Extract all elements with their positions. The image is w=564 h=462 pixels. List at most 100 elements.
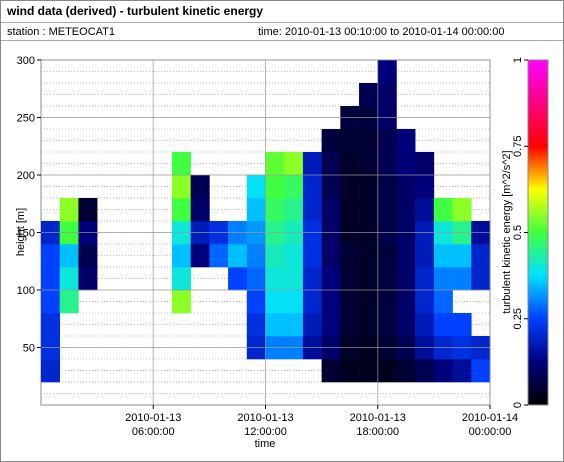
heat-cell [41,313,61,337]
heat-cell [284,244,304,268]
heat-cell [59,267,79,291]
heat-cell [265,244,285,268]
heat-cell [321,129,341,153]
heat-cell [452,359,472,383]
heat-cell [284,198,304,222]
heat-cell [171,198,191,222]
heat-cell [377,359,397,383]
heat-cell [415,267,435,291]
heat-cell [359,267,379,291]
heat-cell [284,175,304,199]
heat-cell [340,313,360,337]
heat-cell [302,152,322,176]
colorbar-label: turbulent kinetic energy [m^2/s^2] [501,150,513,313]
heat-cell [190,244,210,268]
heat-cell [377,267,397,291]
heat-cell [340,359,360,383]
heat-cell [340,129,360,153]
heat-cell [171,152,191,176]
heat-cell [452,198,472,222]
heat-cell [321,198,341,222]
heat-cell [433,267,453,291]
heat-cell [396,244,416,268]
heat-cell [471,359,491,383]
heat-cell [433,290,453,314]
heat-cell [228,244,248,268]
heat-cell [246,290,266,314]
x-tick-label: 2010-01-13 12:00:00 [237,412,294,438]
heat-cell [284,267,304,291]
heat-cell [246,313,266,337]
y-tick-label: 150 [17,228,35,240]
heat-cell [321,152,341,176]
heat-cell [340,152,360,176]
heat-cell [228,267,248,291]
heat-cell [302,198,322,222]
heat-cell [415,290,435,314]
y-tick-label: 250 [17,113,35,125]
heat-cell [41,244,61,268]
chart-title: wind data (derived) - turbulent kinetic … [6,4,263,18]
x-tick-label: 2010-01-13 18:00:00 [349,412,406,438]
heat-cell [359,152,379,176]
heat-cell [471,267,491,291]
heat-cell [359,83,379,107]
heat-cell [415,244,435,268]
heat-cell [396,290,416,314]
heat-cell [359,244,379,268]
heat-cell [246,267,266,291]
period: time: 2010-01-13 00:10:00 to 2010-01-14 … [258,26,504,38]
heat-cell [377,198,397,222]
x-tick-label: 2010-01-14 00:00:00 [461,412,519,438]
heat-cell [302,313,322,337]
heat-cell [396,359,416,383]
heat-cell [359,175,379,199]
heat-cell [340,267,360,291]
heat-cell [415,175,435,199]
heat-cell [377,290,397,314]
heat-cell [415,313,435,337]
heat-cell [340,244,360,268]
colorbar-tick-label: 0.5 [512,225,524,240]
heat-cell [433,244,453,268]
heat-cell [396,198,416,222]
heat-cell [284,313,304,337]
heat-cell [59,198,79,222]
heat-cell [59,290,79,314]
heat-cell [246,244,266,268]
heat-cell [340,290,360,314]
heat-cell [265,152,285,176]
heat-cell [359,359,379,383]
heat-cell [78,267,98,291]
heat-cell [284,152,304,176]
heat-cell [359,313,379,337]
heat-cell [41,359,61,383]
heat-cell [321,290,341,314]
x-tick-label: 2010-01-13 06:00:00 [125,412,182,438]
colorbar-tick-label: 0.75 [512,136,524,157]
heat-cell [377,60,397,84]
heat-cell [321,313,341,337]
heat-cell [377,152,397,176]
heat-cell [190,175,210,199]
heat-cell [340,175,360,199]
heat-cell [265,290,285,314]
colorbar-tick-label: 1 [512,57,524,63]
colorbar [527,59,549,406]
y-tick-label: 300 [17,55,35,67]
heat-cell [59,244,79,268]
heat-cell [78,244,98,268]
heat-cell [452,267,472,291]
heat-cell [340,198,360,222]
heat-cell [265,267,285,291]
heat-cell [377,129,397,153]
heat-cell [302,244,322,268]
y-tick-label: 50 [23,343,35,355]
station: station : METEOCAT1 [7,26,115,38]
colorbar-tick-label: 0 [512,402,524,408]
heat-cell [171,175,191,199]
heat-cell [415,198,435,222]
heat-cell [41,290,61,314]
